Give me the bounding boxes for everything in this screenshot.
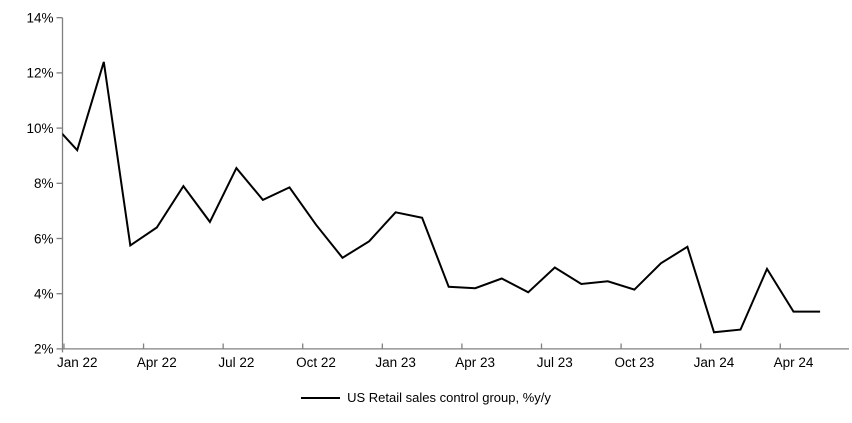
x-tick-label: Jan 24 (694, 355, 735, 370)
x-tick-label: Jul 23 (537, 355, 573, 370)
x-tick-label: Jul 22 (218, 355, 254, 370)
y-tick-label: 4% (34, 287, 54, 302)
x-tick-label: Jan 22 (57, 355, 98, 370)
legend: US Retail sales control group, %y/y (0, 389, 852, 407)
x-tick-label: Jan 23 (375, 355, 416, 370)
y-tick-label: 12% (26, 66, 53, 81)
y-tick-label: 8% (34, 176, 54, 191)
y-tick-label: 10% (26, 121, 53, 136)
x-tick-label: Oct 23 (614, 355, 654, 370)
x-tick-label: Oct 22 (296, 355, 336, 370)
y-tick-label: 2% (34, 342, 54, 357)
y-tick-label: 14% (26, 11, 53, 26)
x-tick-label: Apr 23 (455, 355, 495, 370)
x-tick-label: Apr 24 (774, 355, 814, 370)
legend-line-swatch (301, 397, 341, 399)
y-tick-label: 6% (34, 231, 54, 246)
x-tick-label: Apr 22 (137, 355, 177, 370)
legend-label: US Retail sales control group, %y/y (347, 390, 551, 405)
series-line-retail-control (62, 61, 821, 334)
